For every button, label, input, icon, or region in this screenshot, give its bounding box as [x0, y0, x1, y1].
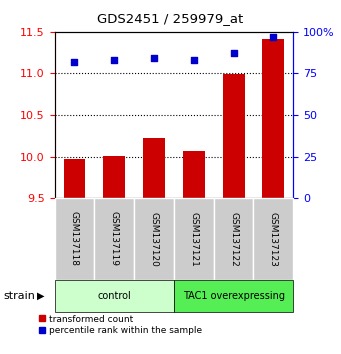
Bar [263, 39, 284, 198]
Bar [55, 280, 174, 312]
Point [151, 56, 157, 61]
Text: GSM137120: GSM137120 [149, 211, 159, 267]
Point [231, 51, 236, 56]
Text: GSM137123: GSM137123 [269, 211, 278, 267]
Bar [143, 138, 165, 198]
Text: strain: strain [3, 291, 35, 301]
Bar [63, 159, 85, 198]
Bar [214, 198, 253, 280]
Text: GSM137122: GSM137122 [229, 212, 238, 266]
Point [72, 59, 77, 65]
Text: GSM137121: GSM137121 [189, 211, 198, 267]
Bar [134, 198, 174, 280]
Bar [174, 198, 214, 280]
Text: GSM137118: GSM137118 [70, 211, 79, 267]
Text: ▶: ▶ [37, 291, 45, 301]
Bar [174, 280, 293, 312]
Text: GSM137119: GSM137119 [110, 211, 119, 267]
Text: control: control [98, 291, 131, 301]
Bar [94, 198, 134, 280]
Text: GDS2451 / 259979_at: GDS2451 / 259979_at [98, 12, 243, 25]
Bar [253, 198, 293, 280]
Point [112, 57, 117, 63]
Bar [55, 198, 94, 280]
Bar [103, 156, 125, 198]
Bar [223, 74, 244, 198]
Bar [183, 151, 205, 198]
Point [271, 34, 276, 40]
Legend: transformed count, percentile rank within the sample: transformed count, percentile rank withi… [35, 311, 206, 339]
Text: TAC1 overexpressing: TAC1 overexpressing [182, 291, 285, 301]
Point [191, 57, 196, 63]
